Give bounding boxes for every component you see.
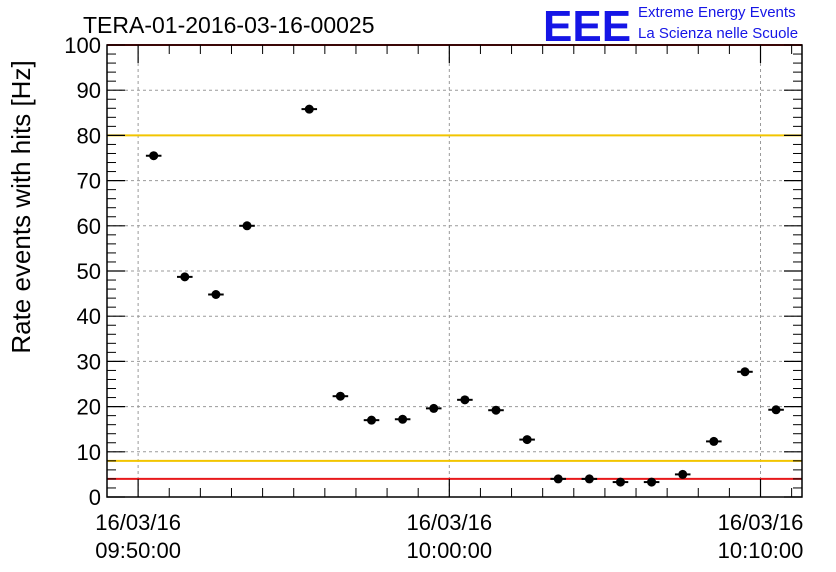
y-tick-label: 100 <box>64 33 101 58</box>
x-tick-date: 16/03/16 <box>718 510 804 535</box>
data-point <box>180 272 190 282</box>
y-tick-label: 70 <box>77 169 101 194</box>
reference-lines <box>107 44 802 480</box>
y-tick-label: 50 <box>77 259 101 284</box>
y-axis-title: Rate events with hits [Hz] <box>6 60 36 353</box>
x-tick-date: 16/03/16 <box>406 510 492 535</box>
y-tick-label: 10 <box>77 440 101 465</box>
data-point <box>709 436 719 446</box>
data-point <box>771 405 781 415</box>
data-point <box>740 367 750 377</box>
data-point <box>304 104 314 114</box>
eee-logo-mark: EEE <box>543 2 631 51</box>
data-points <box>145 104 784 487</box>
y-tick-label: 20 <box>77 395 101 420</box>
data-point <box>647 477 657 487</box>
data-point <box>149 151 159 161</box>
data-point <box>522 435 532 445</box>
y-tick-label: 30 <box>77 349 101 374</box>
x-tick-time: 09:50:00 <box>95 538 181 563</box>
y-tick-label: 0 <box>89 485 101 510</box>
data-point <box>335 391 345 401</box>
grid <box>107 45 802 497</box>
data-point <box>367 415 377 425</box>
data-point <box>460 395 470 405</box>
data-point <box>211 290 221 300</box>
eee-logo-line2: La Scienza nelle Scuole <box>638 25 798 42</box>
x-tick-date: 16/03/16 <box>95 510 181 535</box>
y-tick-label: 60 <box>77 214 101 239</box>
y-tick-label: 90 <box>77 78 101 103</box>
data-point <box>615 477 625 487</box>
data-point <box>553 474 563 484</box>
y-axis: 0 10 20 30 40 50 60 70 80 90 100 <box>64 33 802 510</box>
eee-logo: EEE Extreme Energy Events La Scienza nel… <box>543 2 798 51</box>
data-point <box>429 403 439 413</box>
x-axis: 16/03/16 09:50:00 16/03/16 10:00:00 16/03/16… <box>95 45 803 563</box>
data-point <box>491 405 501 415</box>
data-point <box>242 221 252 231</box>
data-point <box>398 414 408 424</box>
data-point <box>584 474 594 484</box>
x-tick-time: 10:00:00 <box>406 538 492 563</box>
y-tick-label: 40 <box>77 304 101 329</box>
chart-title: TERA-01-2016-03-16-00025 <box>83 12 375 38</box>
eee-logo-line1: Extreme Energy Events <box>638 4 796 21</box>
y-tick-label: 80 <box>77 123 101 148</box>
x-tick-time: 10:10:00 <box>718 538 804 563</box>
data-point <box>678 469 688 479</box>
